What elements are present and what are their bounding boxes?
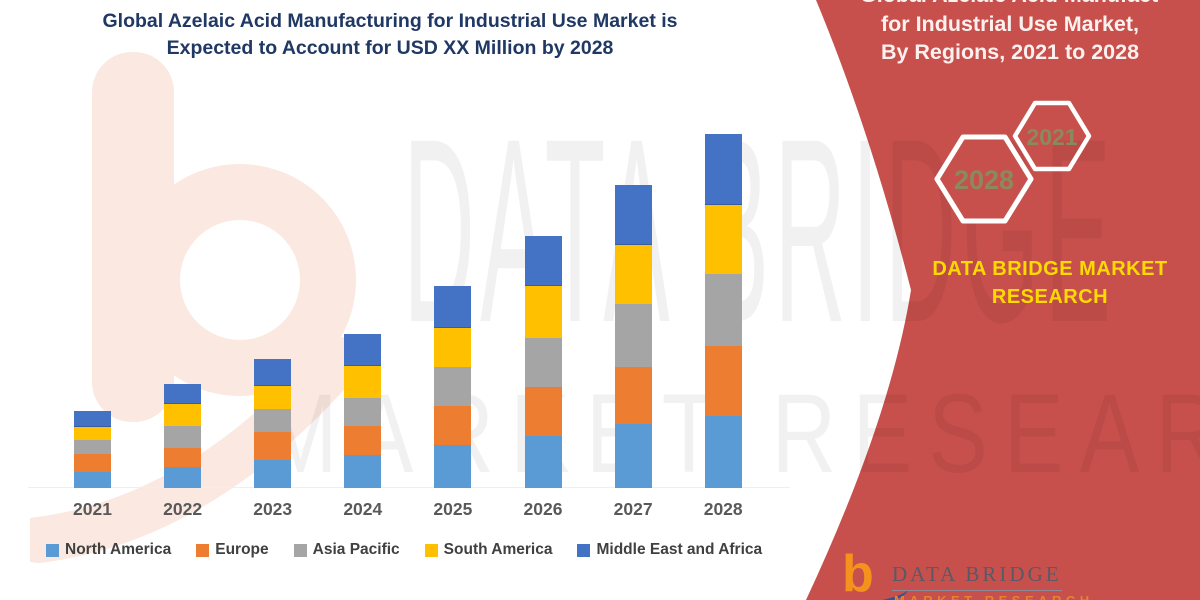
segment-europe bbox=[164, 448, 202, 467]
segment-asia-pacific bbox=[164, 426, 202, 448]
segment-middle-east-and-africa bbox=[704, 134, 742, 205]
segment-asia-pacific bbox=[524, 338, 562, 387]
x-axis-label-2027: 2027 bbox=[613, 499, 653, 519]
x-axis-line bbox=[28, 487, 790, 488]
legend-swatch-icon bbox=[577, 543, 591, 557]
segment-europe bbox=[254, 432, 292, 460]
chart-title-line1: Global Azelaic Acid Manufacturing for In… bbox=[102, 10, 678, 32]
chart-title-line2: Expected to Account for USD XX Million b… bbox=[166, 37, 614, 59]
segment-asia-pacific bbox=[344, 398, 382, 426]
bar-2025 bbox=[434, 286, 472, 488]
segment-north-america bbox=[344, 455, 382, 488]
x-axis-label-2023: 2023 bbox=[253, 499, 293, 519]
segment-south-america bbox=[254, 386, 292, 409]
legend-label: Asia Pacific bbox=[312, 541, 400, 558]
segment-middle-east-and-africa bbox=[434, 286, 472, 328]
legend-item-north-america: North America bbox=[46, 541, 171, 559]
segment-middle-east-and-africa bbox=[164, 384, 202, 404]
chart-legend: North America Europe Asia Pacific South Ame… bbox=[46, 541, 762, 559]
segment-europe bbox=[344, 426, 382, 455]
logo-b-icon: b bbox=[842, 545, 874, 600]
x-axis-label-2024: 2024 bbox=[343, 499, 383, 519]
segment-south-america bbox=[434, 328, 472, 367]
legend-label: Europe bbox=[215, 541, 269, 558]
hexagon-2021-label: 2021 bbox=[1026, 124, 1077, 150]
footer-logo: b DATA BRIDGE MARKET RESEARCH bbox=[832, 545, 1166, 600]
bar-2028 bbox=[704, 134, 742, 488]
segment-north-america bbox=[704, 416, 742, 488]
panel-brand-line1: DATA BRIDGE MARKET bbox=[932, 258, 1168, 280]
segment-middle-east-and-africa bbox=[344, 334, 382, 366]
legend-swatch-icon bbox=[424, 543, 438, 557]
segment-europe bbox=[74, 454, 111, 472]
year-hexagons: 2028 2021 bbox=[934, 100, 1092, 224]
segment-middle-east-and-africa bbox=[74, 411, 111, 427]
segment-south-america bbox=[344, 366, 382, 398]
hexagon-2028-icon bbox=[934, 134, 1034, 224]
segment-middle-east-and-africa bbox=[524, 236, 562, 286]
bar-2023 bbox=[254, 359, 292, 488]
segment-north-america bbox=[434, 445, 472, 488]
logo-tagline: MARKET RESEARCH bbox=[894, 593, 1094, 600]
segment-south-america bbox=[524, 286, 562, 338]
segment-north-america bbox=[524, 436, 562, 488]
legend-item-europe: Europe bbox=[196, 541, 269, 559]
segment-middle-east-and-africa bbox=[254, 359, 292, 386]
segment-asia-pacific bbox=[254, 409, 292, 432]
legend-item-middle-east-and-africa: Middle East and Africa bbox=[577, 541, 762, 559]
segment-north-america bbox=[254, 460, 292, 488]
bar-2021 bbox=[74, 411, 111, 488]
legend-swatch-icon bbox=[293, 543, 307, 557]
segment-north-america bbox=[164, 467, 202, 488]
legend-label: Middle East and Africa bbox=[596, 541, 763, 558]
legend-swatch-icon bbox=[46, 543, 59, 557]
segment-south-america bbox=[74, 427, 111, 440]
segment-south-america bbox=[614, 245, 652, 304]
segment-north-america bbox=[614, 424, 652, 488]
legend-swatch-icon bbox=[196, 543, 210, 557]
bar-2027 bbox=[614, 185, 652, 488]
segment-europe bbox=[434, 406, 472, 445]
segment-middle-east-and-africa bbox=[614, 185, 652, 245]
panel-brand-line2: RESEARCH bbox=[991, 286, 1109, 308]
legend-item-asia-pacific: Asia Pacific bbox=[293, 541, 400, 559]
panel-title-line1: for Industrial Use Market, bbox=[880, 12, 1140, 36]
x-axis-label-2025: 2025 bbox=[433, 499, 473, 519]
segment-europe bbox=[704, 346, 742, 416]
chart-title: Global Azelaic Acid Manufacturing for In… bbox=[60, 8, 720, 62]
bar-2024 bbox=[344, 334, 382, 488]
segment-europe bbox=[614, 367, 652, 424]
legend-item-south-america: South America bbox=[424, 541, 553, 559]
x-axis-label-2028: 2028 bbox=[703, 499, 743, 519]
panel-brand-text: DATA BRIDGE MARKET RESEARCH bbox=[920, 255, 1180, 311]
logo-brand-name: DATA BRIDGE bbox=[892, 562, 1062, 591]
segment-asia-pacific bbox=[614, 304, 652, 367]
legend-label: South America bbox=[443, 541, 553, 558]
x-axis-label-2026: 2026 bbox=[523, 499, 563, 519]
segment-asia-pacific bbox=[74, 440, 111, 454]
segment-north-america bbox=[74, 472, 111, 488]
panel-title-clipped-line: Global Azelaic Acid Manufacturing bbox=[860, 0, 1160, 10]
segment-asia-pacific bbox=[704, 274, 742, 346]
bar-2022 bbox=[164, 384, 202, 488]
x-axis-label-2022: 2022 bbox=[163, 499, 203, 519]
hexagon-2021-icon bbox=[1012, 100, 1092, 172]
segment-south-america bbox=[164, 404, 202, 426]
x-axis-label-2021: 2021 bbox=[73, 499, 112, 519]
segment-europe bbox=[524, 387, 562, 436]
segment-asia-pacific bbox=[434, 367, 472, 406]
hexagon-2028-label: 2028 bbox=[954, 165, 1014, 195]
bar-2026 bbox=[524, 236, 562, 488]
segment-south-america bbox=[704, 205, 742, 274]
panel-title-line2: By Regions, 2021 to 2028 bbox=[880, 40, 1140, 64]
legend-label: North America bbox=[65, 541, 172, 558]
panel-title: for Industrial Use Market, By Regions, 2… bbox=[855, 10, 1165, 66]
